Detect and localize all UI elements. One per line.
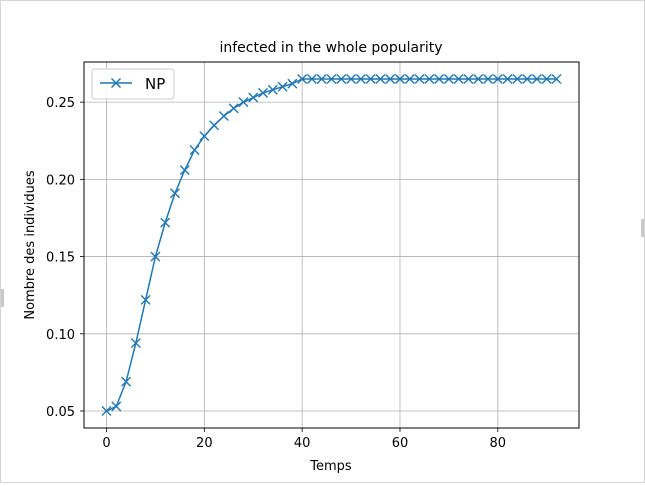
legend-entry-np: NP: [145, 75, 165, 93]
right-edge-grip: [641, 219, 644, 237]
data-point: [502, 73, 513, 84]
data-point: [541, 73, 552, 84]
data-point: [287, 78, 298, 89]
data-point: [218, 111, 229, 122]
data-point: [424, 73, 435, 84]
data-point: [365, 73, 376, 84]
data-point: [326, 73, 337, 84]
x-axis-ticks: 0 20 40 60 80: [102, 428, 506, 451]
data-point: [522, 73, 533, 84]
data-point: [267, 84, 278, 95]
data-point: [238, 97, 249, 108]
data-point: [453, 73, 464, 84]
data-point: [150, 251, 161, 262]
data-point: [492, 73, 503, 84]
grid-lines: [84, 62, 579, 428]
data-point: [111, 401, 122, 412]
x-tick-label: 20: [196, 436, 213, 451]
data-point: [414, 73, 425, 84]
series-line-np: [106, 78, 557, 412]
legend-marker-swatch: [110, 77, 122, 89]
data-point: [463, 73, 474, 84]
data-point: [375, 73, 386, 84]
data-point: [189, 145, 200, 156]
y-axis-label: Nombre des individues: [23, 170, 38, 319]
data-point: [443, 73, 454, 84]
x-tick-label: 80: [490, 436, 507, 451]
x-tick-label: 0: [102, 436, 110, 451]
data-point: [297, 73, 308, 84]
data-point: [160, 217, 171, 228]
data-point: [169, 188, 180, 199]
data-point: [258, 87, 269, 98]
y-axis-ticks: 0.05 0.10 0.15 0.20 0.25: [46, 96, 84, 420]
y-tick-label: 0.25: [46, 96, 75, 111]
data-point: [483, 73, 494, 84]
x-tick-label: 60: [392, 436, 409, 451]
data-point: [355, 73, 366, 84]
data-point: [277, 81, 288, 92]
data-point: [316, 73, 327, 84]
y-tick-label: 0.05: [46, 405, 75, 420]
data-point: [531, 73, 542, 84]
data-point: [130, 338, 141, 349]
x-axis-label: Temps: [309, 459, 352, 474]
data-point: [199, 131, 210, 142]
data-point: [473, 73, 484, 84]
plot-area-border: [83, 61, 580, 429]
data-point: [512, 73, 523, 84]
series-layer: [101, 73, 562, 417]
data-point: [179, 165, 190, 176]
data-point: [404, 73, 415, 84]
data-point: [248, 92, 259, 103]
data-point: [346, 73, 357, 84]
data-point: [385, 73, 396, 84]
data-point: [336, 73, 347, 84]
y-tick-label: 0.10: [46, 328, 75, 343]
chart-title: infected in the whole popularity: [219, 40, 442, 56]
data-point: [394, 73, 405, 84]
data-point: [434, 73, 445, 84]
x-tick-label: 40: [294, 436, 311, 451]
legend: NP: [91, 68, 175, 100]
legend-box: [91, 68, 175, 100]
data-point: [551, 73, 562, 84]
data-point: [140, 294, 151, 305]
data-point: [101, 406, 112, 417]
y-tick-label: 0.15: [46, 251, 75, 266]
left-edge-grip: [1, 289, 4, 307]
y-tick-label: 0.20: [46, 173, 75, 188]
data-point: [209, 120, 220, 131]
data-point: [306, 73, 317, 84]
data-point: [121, 376, 132, 387]
data-point: [228, 103, 239, 114]
